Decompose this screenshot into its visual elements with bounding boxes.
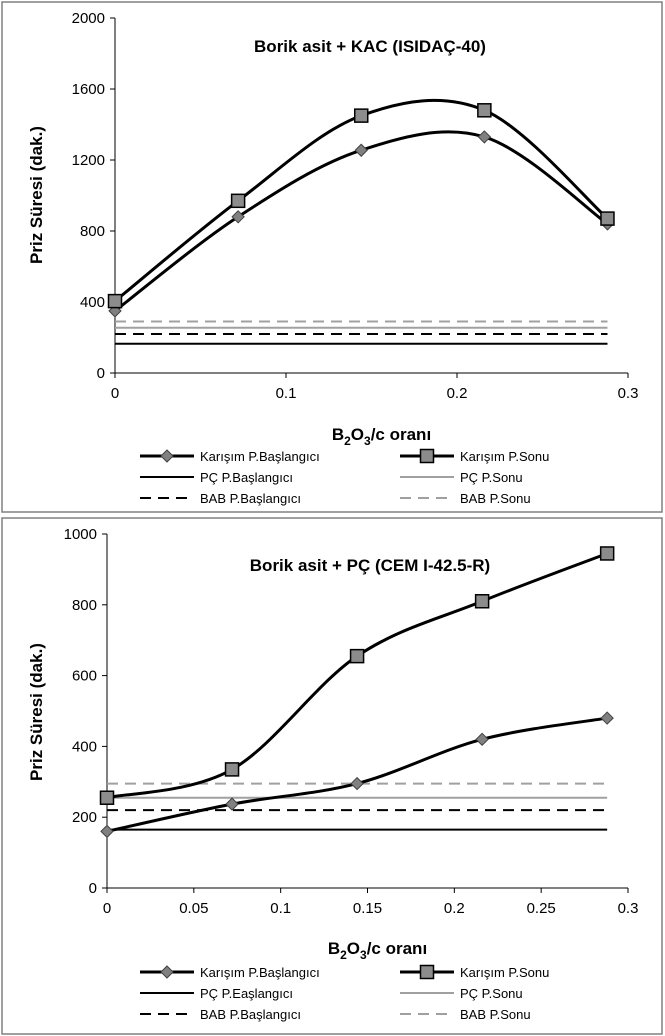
legend-label: PÇ P.Sonu xyxy=(460,470,523,485)
y-tick-label: 2000 xyxy=(72,10,105,27)
legend-label: BAB P.Sonu xyxy=(460,491,531,506)
y-tick-label: 1000 xyxy=(64,526,97,543)
legend-label: PÇ P.Başlangıcı xyxy=(200,470,293,485)
legend-label: Karışım P.Başlangıcı xyxy=(200,965,320,980)
x-tick-label: 0.25 xyxy=(527,900,556,917)
legend-label: PÇ P.Sonu xyxy=(460,986,523,1001)
y-tick-label: 1200 xyxy=(72,152,105,169)
y-axis-label: Priz Süresi (dak.) xyxy=(27,643,46,781)
chart-title: Borik asit + KAC (ISIDAÇ-40) xyxy=(254,37,486,56)
data-point xyxy=(231,210,245,224)
series-line xyxy=(106,552,608,800)
x-axis-label: B2O3/c oranı xyxy=(328,939,427,962)
series-line xyxy=(114,130,609,313)
legend: Karışım P.Başlangıcı Karışım P.Sonu PÇ P.E… xyxy=(140,964,549,1022)
series-1 xyxy=(100,711,614,839)
legend-item: Karışım P.Sonu xyxy=(400,964,549,980)
y-axis-label: Priz Süresi (dak.) xyxy=(27,126,46,264)
data-point xyxy=(349,648,365,664)
legend-item: PÇ P.Eaşlangıcı xyxy=(140,986,293,1001)
legend-label: BAB P.Başlangıcı xyxy=(200,491,301,506)
legend-marker xyxy=(419,448,435,464)
x-tick-label: 0 xyxy=(111,385,119,402)
chart-title: Borik asit + PÇ (CEM I-42.5-R) xyxy=(250,556,490,575)
legend-item: BAB P.Başlangıcı xyxy=(140,491,301,506)
data-point xyxy=(600,211,615,226)
x-tick-label: 0.2 xyxy=(444,900,465,917)
series-line xyxy=(114,98,609,303)
y-tick-label: 600 xyxy=(72,668,97,685)
data-point xyxy=(230,193,246,209)
y-tick-label: 800 xyxy=(72,597,97,614)
legend-item: Karışım P.Başlangıcı xyxy=(140,965,320,980)
series-line xyxy=(106,716,608,833)
legend-item: PÇ P.Sonu xyxy=(400,986,523,1001)
y-tick-label: 0 xyxy=(89,880,97,897)
y-tick-label: 400 xyxy=(72,738,97,755)
legend-label: BAB P.Başlangıcı xyxy=(200,1007,301,1022)
y-tick-label: 800 xyxy=(80,223,105,240)
series-2 xyxy=(99,546,615,805)
y-tick-label: 400 xyxy=(80,294,105,311)
chart-1: 0 400 800 1200 1600 2000 0 0.1 0.2 0.3 Borik asit … xyxy=(1,1,663,513)
data-point xyxy=(353,108,369,123)
legend-item: PÇ P.Sonu xyxy=(400,470,523,485)
x-tick-label: 0.1 xyxy=(270,900,291,917)
data-point xyxy=(100,824,114,839)
legend-marker xyxy=(160,965,174,979)
x-tick-label: 0.2 xyxy=(447,385,468,402)
chart-2: 0 200 400 600 800 1000 0 0.05 0.1 0.15 0.2 0.25 0.3 B… xyxy=(1,517,663,1035)
series-2 xyxy=(107,98,615,309)
y-tick-label: 0 xyxy=(97,365,105,382)
legend-label: Karışım P.Sonu xyxy=(460,965,549,980)
legend-item: Karışım P.Başlangıcı xyxy=(140,449,320,464)
data-point xyxy=(477,103,492,118)
legend-label: Karışım P.Başlangıcı xyxy=(200,449,320,464)
data-point xyxy=(99,790,115,805)
x-tick-label: 0.1 xyxy=(276,385,297,402)
series-1 xyxy=(108,130,615,318)
legend-label: Karışım P.Sonu xyxy=(460,449,549,464)
x-tick-label: 0.3 xyxy=(618,900,639,917)
legend-marker xyxy=(160,449,174,463)
data-point xyxy=(225,797,239,811)
legend-label: BAB P.Sonu xyxy=(460,1007,531,1022)
data-point xyxy=(354,143,368,157)
x-tick-label: 0.15 xyxy=(353,900,382,917)
legend-marker xyxy=(419,964,435,980)
data-point xyxy=(350,776,364,791)
chart-frame xyxy=(1,517,663,1035)
data-point xyxy=(107,293,123,309)
legend-item: BAB P.Sonu xyxy=(400,491,531,506)
legend-item: BAB P.Başlangıcı xyxy=(140,1007,301,1022)
data-point xyxy=(475,732,489,747)
x-axis-label: B2O3/c oranı xyxy=(332,425,431,448)
data-point xyxy=(600,711,614,725)
y-tick-label: 200 xyxy=(72,809,97,826)
data-point xyxy=(224,762,240,777)
legend-item: PÇ P.Başlangıcı xyxy=(140,470,293,485)
data-point xyxy=(599,546,615,561)
x-tick-label: 0.3 xyxy=(618,385,639,402)
legend-item: Karışım P.Sonu xyxy=(400,448,549,464)
legend-label: PÇ P.Eaşlangıcı xyxy=(200,986,293,1001)
y-tick-label: 1600 xyxy=(72,81,105,98)
data-point xyxy=(477,130,492,144)
data-point xyxy=(474,594,490,609)
legend-item: BAB P.Sonu xyxy=(400,1007,531,1022)
x-tick-label: 0.05 xyxy=(179,900,208,917)
x-tick-label: 0 xyxy=(103,900,111,917)
chart-frame xyxy=(1,1,663,513)
legend: Karışım P.Başlangıcı Karışım P.Sonu PÇ P.B… xyxy=(140,448,549,506)
